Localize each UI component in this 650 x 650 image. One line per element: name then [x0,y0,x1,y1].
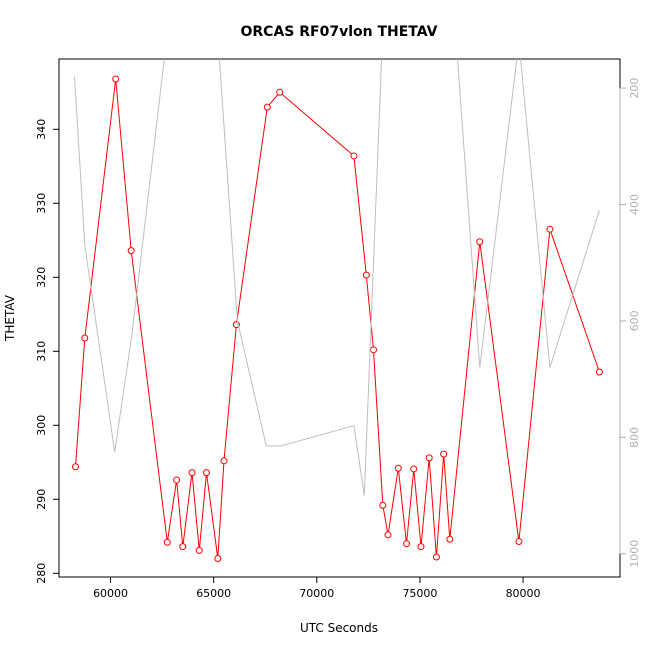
x-tick-label: 60000 [93,587,128,600]
data-point [112,75,120,83]
data-point [163,538,171,546]
data-point [394,464,402,472]
data-point [263,103,271,111]
data-point [72,463,79,471]
data-point [362,271,370,279]
x-tick-label: 65000 [196,587,231,600]
chart-title: ORCAS RF07vlon THETAV [241,24,438,40]
y2-tick-label: 200 [628,78,641,99]
data-point [214,555,222,562]
data-point [379,501,387,509]
data-point [476,238,484,246]
y-axis-right: 200 400 600 800 1000 [619,78,641,568]
data-point [410,465,418,473]
y2-tick-label: 400 [628,194,641,215]
data-point [546,225,554,233]
y-tick-label: 330 [35,193,48,214]
data-point [595,368,603,376]
y-tick-label: 300 [35,415,48,436]
data-point [350,152,358,160]
x-tick-label: 80000 [506,587,541,600]
data-point [440,450,448,458]
data-point [515,537,523,545]
data-point [446,535,454,543]
data-point [384,531,392,539]
x-axis: 60000 65000 70000 75000 80000 [93,576,541,600]
data-point [195,546,203,554]
data-point [81,334,89,342]
y-tick-label: 290 [35,489,48,510]
data-point [403,540,411,548]
y-tick-label: 310 [35,341,48,362]
data-point [179,543,187,551]
data-point [220,457,228,465]
data-point [173,476,181,484]
data-point [276,88,284,96]
y-axis-left: 280 290 300 310 320 330 340 [35,119,60,584]
y-tick-label: 280 [35,563,48,584]
y2-tick-label: 800 [628,427,641,448]
y2-tick-label: 1000 [628,540,641,568]
y-tick-label: 340 [35,119,48,140]
series-line-left [75,78,600,559]
plot-area-frame [58,58,621,578]
data-point [370,346,378,354]
series-layer [72,59,603,562]
data-point [417,543,425,551]
data-point [188,469,196,477]
data-point [127,247,135,255]
data-point [425,454,433,462]
data-point [432,553,440,561]
x-tick-label: 75000 [402,587,437,600]
x-tick-label: 70000 [299,587,334,600]
series-line-right [74,59,600,496]
y-axis-label: THETAV [3,294,17,342]
data-point [202,469,210,477]
y2-tick-label: 600 [628,310,641,331]
y-tick-label: 320 [35,267,48,288]
x-axis-label: UTC Seconds [300,621,378,635]
